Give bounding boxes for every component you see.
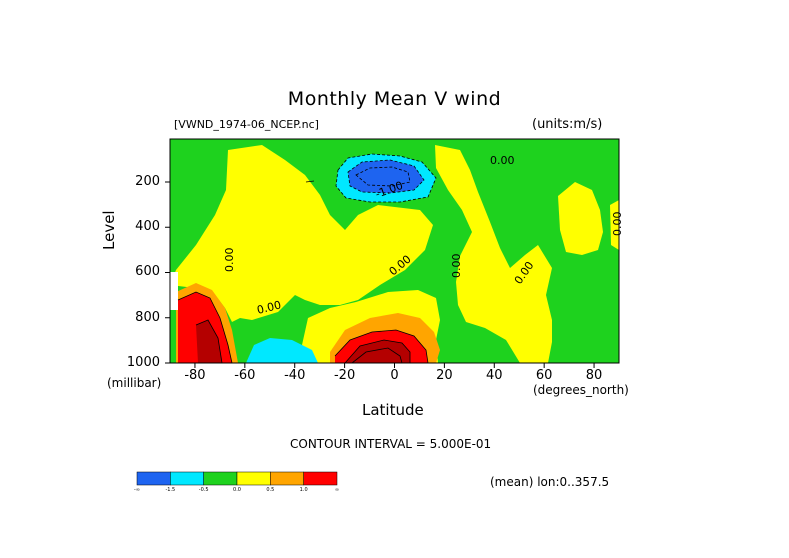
y-tick-label: 200 [135,173,160,189]
contour-label: 0.00 [611,212,624,237]
units-label: (units:m/s) [532,117,603,132]
y-tick-label: 1000 [126,355,160,370]
x-tick-label: 40 [485,368,503,383]
y-tick-label: 400 [135,219,160,235]
colorbar-label: 1.0 [299,487,308,493]
colorbar-label: 0.5 [266,487,275,493]
y-axis-unit: (millibar) [107,376,162,390]
contour-line [195,319,223,364]
field-blue-jet [348,160,424,193]
field-yellow-ne [610,200,619,250]
contour-line [351,347,403,364]
contour-line [305,180,315,183]
colorbar-label: ∞ [334,487,340,493]
colorbar-swatch [136,471,171,486]
contour-interval: CONTOUR INTERVAL = 5.000E-01 [290,437,492,451]
x-tick-label: 80 [585,368,603,383]
contour-line [347,159,425,194]
colorbar-swatch [270,471,304,486]
contour-label: 0.00 [490,154,515,167]
contour-line [177,291,233,364]
x-axis-label: Latitude [362,401,424,419]
contour-label: 0.00 [256,298,283,317]
field-white-corner [170,272,178,310]
colorbar-swatch [203,471,238,486]
colorbar-label: -0.5 [198,487,209,493]
colorbar-swatch [170,471,204,486]
contour-label: 0.00 [450,254,463,279]
colorbar-label: -1.5 [165,487,176,493]
colorbar-label: -∞ [134,487,140,493]
x-tick-label: -20 [333,368,356,383]
x-tick-label: 60 [535,368,553,383]
x-axis-unit: (degrees_north) [533,383,629,397]
colorbar [136,471,338,486]
y-tick-label: 800 [135,309,160,325]
y-tick-label: 600 [135,264,160,280]
contour-label: 0.00 [223,248,236,273]
page-title: Monthly Mean V wind [287,88,502,110]
x-tick-label: 0 [390,368,399,383]
field-cyan-sh [246,338,318,363]
dataset-filename: [VWND_1974-06_NCEP.nc] [174,118,319,131]
x-tick-label: -60 [234,368,256,383]
field-darkred-south [196,320,222,363]
contour-line [344,339,411,364]
axis-ticks [165,181,595,368]
plot-area [170,139,619,363]
field-yellow-west [170,145,433,322]
contour-lines [177,153,437,364]
mean-annotation: (mean) lon:0..357.5 [490,475,610,489]
field-yellow-east [435,145,552,363]
contour-line [334,329,429,364]
contour-line [335,153,437,203]
colorbar-label: 0.0 [233,487,241,493]
x-tick-label: -40 [284,368,306,383]
x-tick-label: -80 [184,368,206,383]
y-axis-label: Level [100,210,118,250]
colorbar-swatch [236,471,271,486]
field-yellow-north [558,182,603,255]
x-tick-label: 20 [436,368,453,383]
colorbar-swatch [303,471,338,486]
